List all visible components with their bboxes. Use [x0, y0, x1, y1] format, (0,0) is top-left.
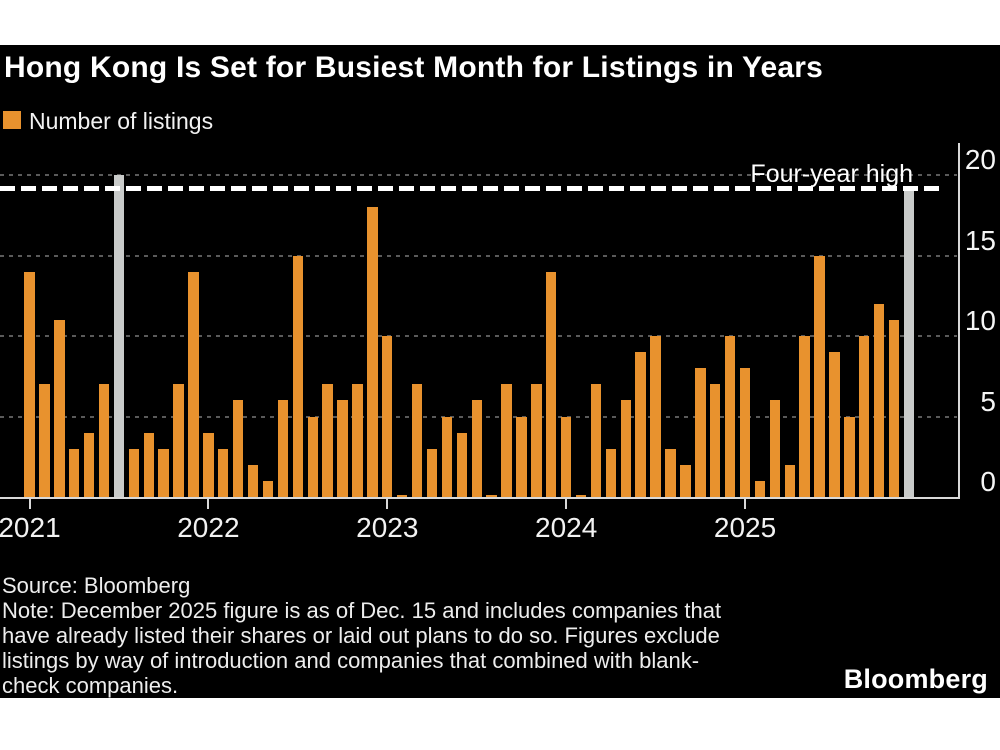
bar	[829, 352, 840, 497]
bar	[575, 495, 587, 497]
y-axis-label: 15	[964, 224, 996, 256]
bar	[724, 336, 736, 497]
bar	[382, 336, 393, 497]
bar	[635, 352, 646, 497]
gridline-20	[0, 174, 957, 176]
axis-baseline	[0, 497, 960, 499]
bar	[247, 464, 259, 497]
x-axis-tick	[744, 499, 747, 509]
x-axis-label-2022: 2022	[177, 512, 240, 543]
bar	[396, 495, 408, 497]
y-axis-label: 5	[980, 385, 996, 417]
bar	[560, 416, 572, 497]
bar	[426, 448, 438, 497]
four-year-high-label: Four-year high	[750, 160, 913, 188]
bar	[39, 384, 50, 497]
bar	[173, 384, 184, 497]
highlight-bar	[903, 191, 915, 497]
bar	[844, 416, 855, 497]
bar	[232, 400, 244, 497]
bar	[188, 271, 199, 497]
x-axis-tick	[386, 499, 389, 509]
page-title: Hong Kong Is Set for Busiest Month for L…	[4, 51, 824, 84]
y-axis-label: 20	[964, 144, 996, 175]
bar	[546, 271, 557, 497]
bar	[620, 400, 631, 497]
bar	[98, 384, 110, 497]
x-axis-tick	[565, 499, 568, 509]
note-line: check companies.	[2, 673, 179, 698]
bar	[352, 384, 363, 497]
x-axis-tick	[207, 499, 210, 509]
bar	[769, 400, 781, 497]
y-axis-label: 0	[980, 466, 996, 497]
bar	[411, 384, 423, 497]
gridline-15	[0, 254, 957, 257]
legend-label: Number of listings	[29, 108, 214, 134]
bar	[277, 400, 289, 497]
x-axis-label-2021: 2021	[0, 512, 61, 543]
bar	[680, 464, 691, 497]
bar	[307, 416, 318, 497]
bar	[695, 368, 706, 497]
bar	[218, 448, 229, 497]
bar	[367, 207, 378, 497]
bar	[143, 432, 154, 497]
bar	[158, 448, 169, 497]
bar	[54, 319, 65, 497]
highlight-bar	[113, 175, 125, 497]
bar	[292, 255, 304, 497]
bar	[784, 464, 795, 497]
bar	[799, 336, 810, 497]
note-line: have already listed their shares or laid…	[2, 623, 720, 648]
note-line: listings by way of introduction and comp…	[2, 648, 700, 673]
bar	[83, 432, 95, 497]
bar	[322, 384, 333, 497]
bar	[873, 303, 885, 497]
bar	[471, 400, 482, 497]
x-axis-label-2025: 2025	[713, 512, 777, 543]
right-axis-line	[958, 143, 960, 499]
x-axis-label-2024: 2024	[534, 512, 598, 543]
bar	[859, 336, 870, 497]
bloomberg-logo: Bloomberg	[843, 664, 988, 694]
bar	[888, 319, 900, 497]
bar	[69, 448, 80, 497]
bar	[203, 432, 214, 497]
bar	[590, 384, 602, 497]
bar	[665, 448, 676, 497]
bar	[24, 271, 35, 497]
note-line: Note: December 2025 figure is as of Dec.…	[2, 598, 722, 623]
bar	[739, 368, 751, 497]
legend-swatch-icon	[3, 111, 21, 129]
x-axis-tick	[28, 499, 31, 509]
bar	[516, 416, 527, 497]
bar	[531, 384, 542, 497]
bar	[456, 432, 467, 497]
y-axis-label: 10	[964, 305, 996, 336]
four-year-high-line	[0, 186, 941, 192]
bar	[128, 448, 140, 497]
bar	[337, 400, 348, 497]
bar	[501, 384, 512, 497]
bar	[441, 416, 453, 497]
bar	[262, 480, 274, 497]
x-axis-label-2023: 2023	[356, 512, 419, 543]
bar	[754, 480, 766, 497]
bar	[605, 448, 617, 497]
bar	[650, 336, 661, 497]
gridline-10	[0, 335, 957, 337]
bar	[814, 255, 825, 497]
bar	[486, 495, 497, 497]
bar	[710, 384, 721, 497]
source-text: Source: Bloomberg	[2, 573, 191, 598]
